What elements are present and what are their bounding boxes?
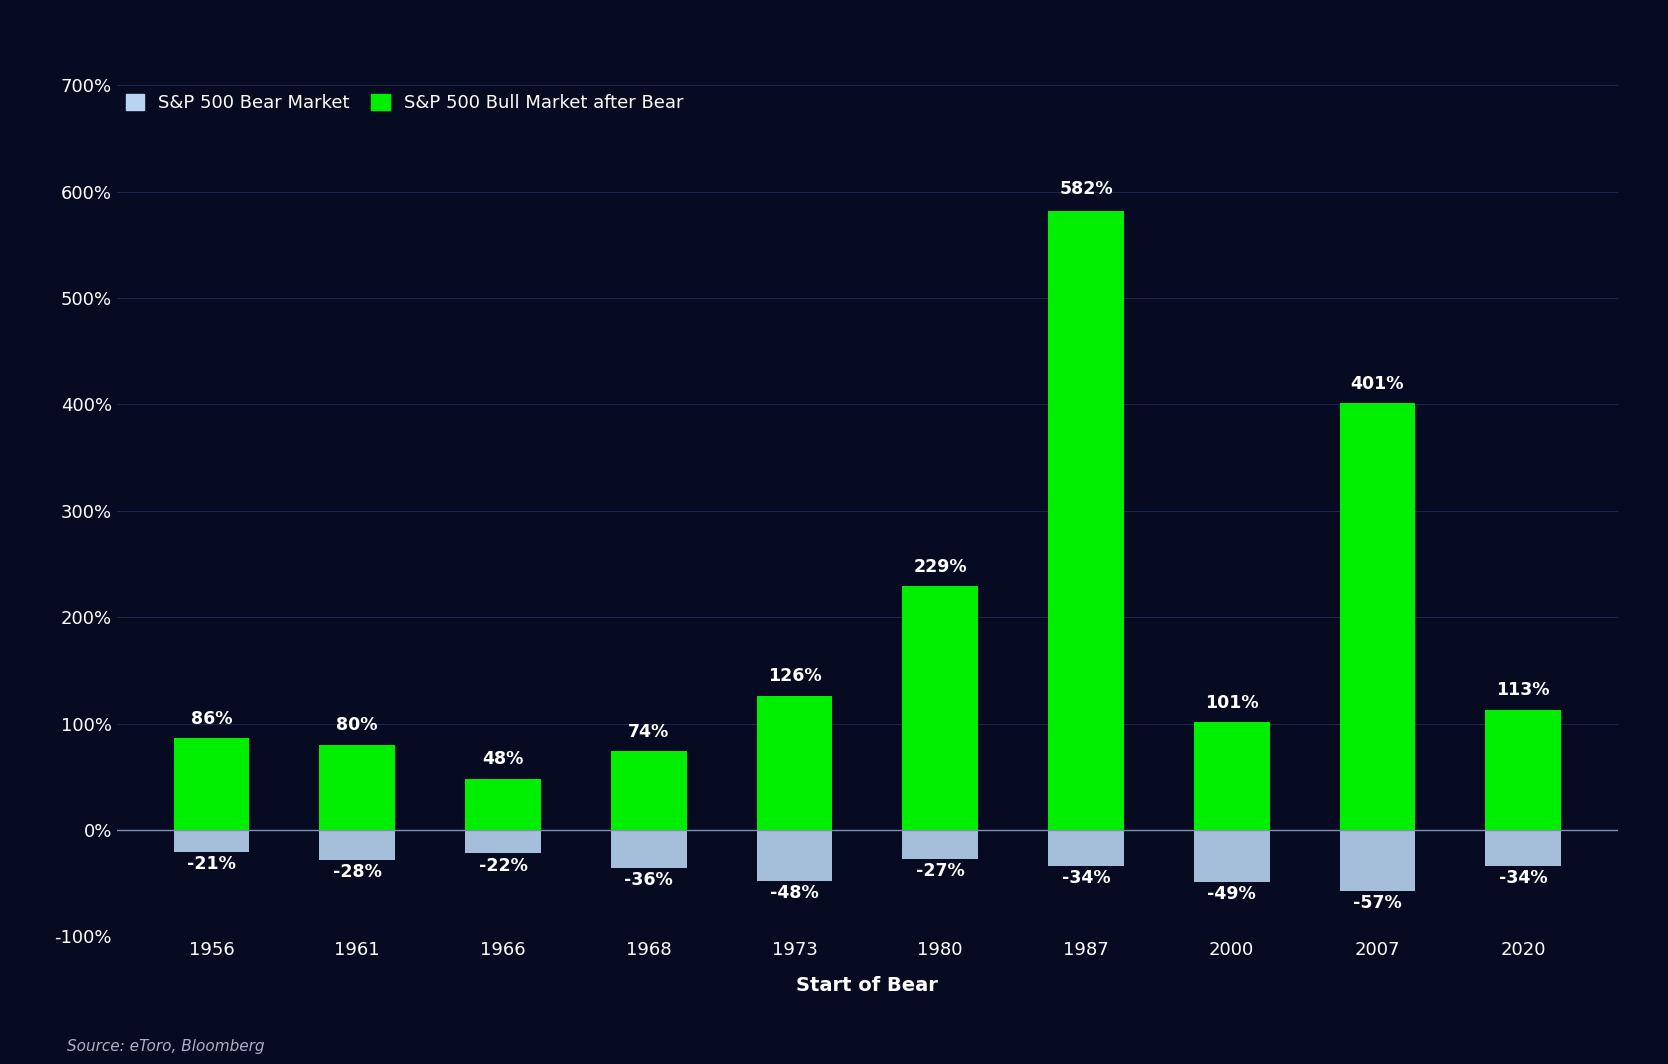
- Text: -28%: -28%: [334, 863, 382, 881]
- Text: -57%: -57%: [1353, 894, 1401, 912]
- Bar: [1194, 830, 1269, 882]
- Text: -27%: -27%: [916, 862, 964, 880]
- Text: 80%: 80%: [337, 716, 379, 734]
- Bar: [1485, 830, 1561, 866]
- Bar: [465, 830, 540, 853]
- Bar: [1485, 710, 1561, 830]
- Text: 126%: 126%: [767, 667, 821, 685]
- Bar: [1194, 722, 1269, 830]
- Bar: [1339, 830, 1416, 891]
- Bar: [1048, 211, 1124, 830]
- Text: 582%: 582%: [1059, 180, 1113, 198]
- Bar: [1048, 830, 1124, 866]
- X-axis label: Start of Bear: Start of Bear: [796, 976, 939, 995]
- Bar: [757, 696, 832, 830]
- Text: -22%: -22%: [479, 857, 527, 875]
- Text: 229%: 229%: [914, 558, 967, 576]
- Text: 101%: 101%: [1204, 694, 1259, 712]
- Bar: [757, 830, 832, 881]
- Bar: [465, 779, 540, 830]
- Text: -49%: -49%: [1208, 885, 1256, 903]
- Text: Source: eToro, Bloomberg: Source: eToro, Bloomberg: [67, 1040, 264, 1054]
- Text: 401%: 401%: [1351, 375, 1404, 393]
- Bar: [173, 738, 250, 830]
- Text: -34%: -34%: [1500, 869, 1548, 887]
- Text: 86%: 86%: [190, 710, 232, 728]
- Bar: [902, 586, 977, 830]
- Text: -48%: -48%: [771, 884, 819, 902]
- Text: 113%: 113%: [1496, 681, 1550, 699]
- Text: 48%: 48%: [482, 750, 524, 768]
- Text: -34%: -34%: [1061, 869, 1111, 887]
- Text: -36%: -36%: [624, 871, 674, 890]
- Bar: [610, 751, 687, 830]
- Bar: [319, 830, 395, 860]
- Bar: [319, 745, 395, 830]
- Bar: [1339, 403, 1416, 830]
- Bar: [610, 830, 687, 868]
- Legend: S&P 500 Bear Market, S&P 500 Bull Market after Bear: S&P 500 Bear Market, S&P 500 Bull Market…: [125, 94, 684, 112]
- Text: 74%: 74%: [629, 722, 669, 741]
- Text: -21%: -21%: [187, 855, 235, 874]
- Bar: [902, 830, 977, 859]
- Bar: [173, 830, 250, 852]
